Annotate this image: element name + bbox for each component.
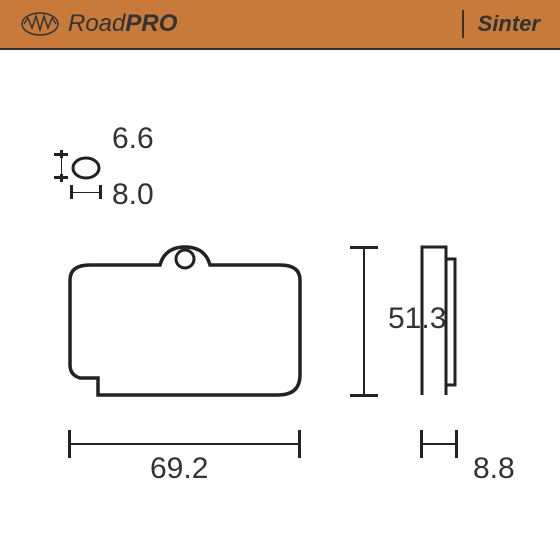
pin-width-tick-l: [70, 185, 73, 199]
compound-name: Sinter: [478, 11, 540, 37]
pin-height-ext-top: [54, 153, 68, 156]
compound-area: Sinter: [448, 10, 540, 38]
pin-width-value: 8.0: [112, 178, 154, 212]
product-bold: PRO: [125, 10, 177, 37]
header-bar: RoadPRO Sinter: [0, 0, 560, 50]
pin-height-value: 6.6: [112, 122, 154, 156]
pin-width-tick-r: [99, 185, 102, 199]
thickness-value: 8.8: [473, 452, 515, 486]
logo-area: RoadPRO: [20, 10, 177, 38]
pin-shape: [70, 155, 102, 181]
brake-pad-side: [420, 245, 460, 395]
thick-line: [420, 443, 457, 445]
pin-width-line: [70, 192, 102, 193]
height-line: [363, 246, 365, 396]
product-name: RoadPRO: [68, 10, 177, 38]
width-line: [68, 443, 300, 445]
diagram-canvas: 6.6 8.0 69.2 51.3 8.8: [0, 50, 560, 560]
separator: [462, 10, 464, 38]
pad-width-value: 69.2: [150, 452, 208, 486]
brake-pad-front: [50, 225, 320, 425]
brand-logo-icon: [20, 10, 60, 38]
product-prefix: Road: [68, 10, 125, 37]
pin-height-ext-bot: [54, 176, 68, 179]
